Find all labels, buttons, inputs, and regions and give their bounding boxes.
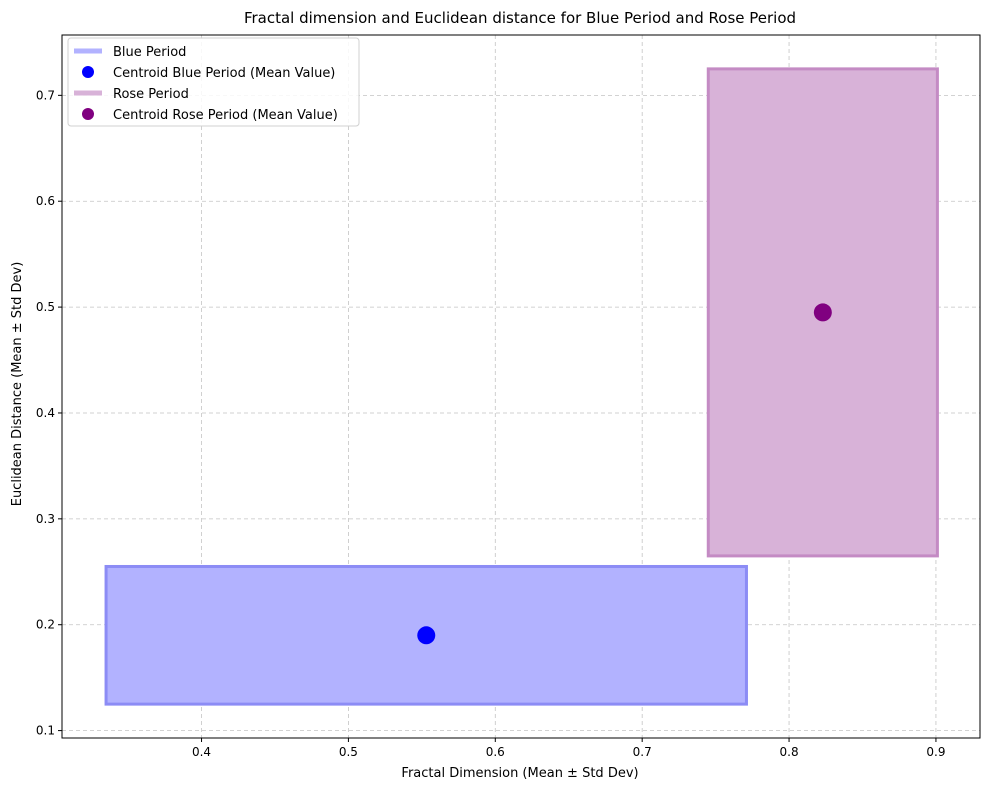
legend-blue-period-centroid-marker: [82, 66, 94, 78]
x-tick-label: 0.9: [926, 745, 945, 759]
y-tick-label: 0.5: [36, 300, 55, 314]
y-tick-label: 0.1: [36, 724, 55, 738]
y-tick-label: 0.6: [36, 194, 55, 208]
x-axis-label: Fractal Dimension (Mean ± Std Dev): [401, 766, 638, 781]
blue-period-centroid-marker: [417, 626, 436, 645]
plot-frame: [61, 34, 981, 739]
legend-rose-period-centroid-marker: [82, 108, 94, 120]
legend-box: [67, 37, 360, 127]
chart-title: Fractal dimension and Euclidean distance…: [244, 9, 796, 27]
y-tick-label: 0.4: [36, 406, 55, 420]
x-axis-ticks: 0.4 0.5 0.6 0.7 0.8 0.9: [192, 738, 945, 759]
x-tick-label: 0.8: [780, 745, 799, 759]
y-tick-label: 0.2: [36, 618, 55, 632]
legend-blue-period-centroid-label: Centroid Blue Period (Mean Value): [113, 66, 335, 81]
x-tick-label: 0.7: [633, 745, 652, 759]
rose-period-centroid-marker: [813, 303, 832, 322]
x-tick-label: 0.4: [192, 745, 211, 759]
y-tick-label: 0.7: [36, 88, 55, 102]
y-axis-ticks: 0.1 0.2 0.3 0.4 0.5 0.6 0.7: [36, 88, 62, 738]
y-axis-label: Euclidean Distance (Mean ± Std Dev): [10, 262, 25, 507]
y-tick-label: 0.3: [36, 512, 55, 526]
centroid-markers: [417, 303, 832, 645]
x-tick-label: 0.6: [486, 745, 505, 759]
legend-rose-period-label: Rose Period: [113, 87, 189, 102]
legend-rose-period-centroid-label: Centroid Rose Period (Mean Value): [113, 108, 338, 123]
legend: Blue Period Centroid Blue Period (Mean Va…: [67, 37, 360, 127]
x-tick-label: 0.5: [339, 745, 358, 759]
legend-blue-period-label: Blue Period: [113, 45, 186, 60]
